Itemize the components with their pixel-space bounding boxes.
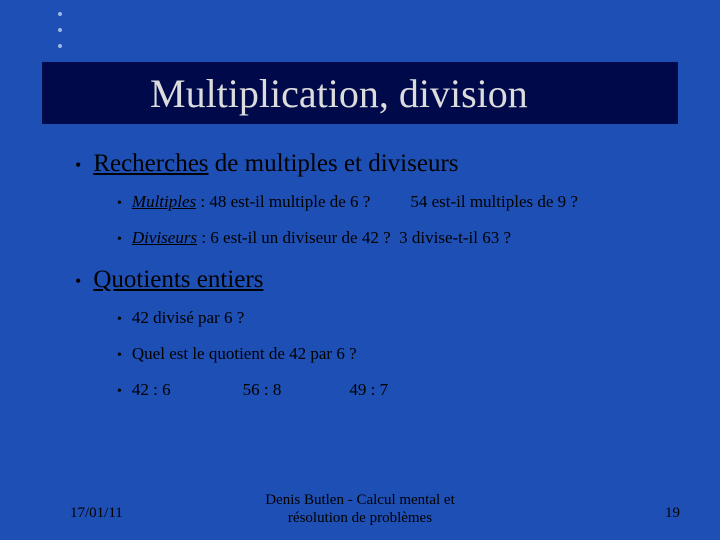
text-part: 54 est-il multiples de 9 ?: [410, 192, 578, 211]
bullet-icon: •: [117, 197, 122, 211]
footer-page-number: 19: [665, 505, 680, 522]
bullet-icon: •: [75, 156, 81, 174]
text-part: 3 divise-t-il 63 ?: [399, 228, 511, 247]
slide-title: Multiplication, division: [150, 70, 528, 117]
item-text: 42 divisé par 6 ?: [132, 308, 244, 328]
dot-icon: [58, 28, 62, 32]
slide-content: • Recherches de multiples et diviseurs •…: [75, 150, 685, 418]
item-quotient-b: • Quel est le quotient de 42 par 6 ?: [117, 344, 685, 364]
term-multiples: Multiples: [132, 192, 196, 211]
section-heading: Recherches de multiples et diviseurs: [93, 150, 458, 178]
section-quotients: • Quotients entiers • 42 divisé par 6 ? …: [75, 266, 685, 400]
item-text: Multiples : 48 est-il multiple de 6 ? 54 …: [132, 192, 578, 212]
term-diviseurs: Diviseurs: [132, 228, 197, 247]
ratio-2: 56 : 8: [243, 380, 282, 399]
decorative-dots: [58, 12, 62, 60]
item-multiples: • Multiples : 48 est-il multiple de 6 ? 5…: [117, 192, 685, 212]
dot-icon: [58, 12, 62, 16]
heading-underlined: Recherches: [93, 150, 208, 177]
text-part: : 6 est-il un diviseur de 42 ?: [197, 228, 391, 247]
bullet-icon: •: [117, 313, 122, 327]
footer-author-line2: résolution de problèmes: [288, 510, 432, 526]
item-text: 42 : 6 56 : 8 49 : 7: [132, 380, 388, 400]
ratio-3: 49 : 7: [349, 380, 388, 399]
footer-author: Denis Butlen - Calcul mental et résoluti…: [0, 491, 720, 529]
ratio-1: 42 : 6: [132, 380, 171, 399]
item-quotient-a: • 42 divisé par 6 ?: [117, 308, 685, 328]
bullet-icon: •: [117, 233, 122, 247]
item-diviseurs: • Diviseurs : 6 est-il un diviseur de 42…: [117, 228, 685, 248]
dot-icon: [58, 44, 62, 48]
bullet-icon: •: [117, 349, 122, 363]
text-part: : 48 est-il multiple de 6 ?: [196, 192, 370, 211]
bullet-icon: •: [117, 385, 122, 399]
item-quotient-c: • 42 : 6 56 : 8 49 : 7: [117, 380, 685, 400]
title-bar: Multiplication, division: [42, 62, 678, 124]
item-text: Quel est le quotient de 42 par 6 ?: [132, 344, 357, 364]
bullet-icon: •: [75, 272, 81, 290]
section-recherches: • Recherches de multiples et diviseurs •…: [75, 150, 685, 248]
heading-underlined: Quotients entiers: [93, 266, 263, 293]
footer-author-line1: Denis Butlen - Calcul mental et: [265, 492, 455, 508]
heading-rest: de multiples et diviseurs: [209, 150, 459, 177]
section-heading: Quotients entiers: [93, 266, 263, 294]
item-text: Diviseurs : 6 est-il un diviseur de 42 ?…: [132, 228, 511, 248]
